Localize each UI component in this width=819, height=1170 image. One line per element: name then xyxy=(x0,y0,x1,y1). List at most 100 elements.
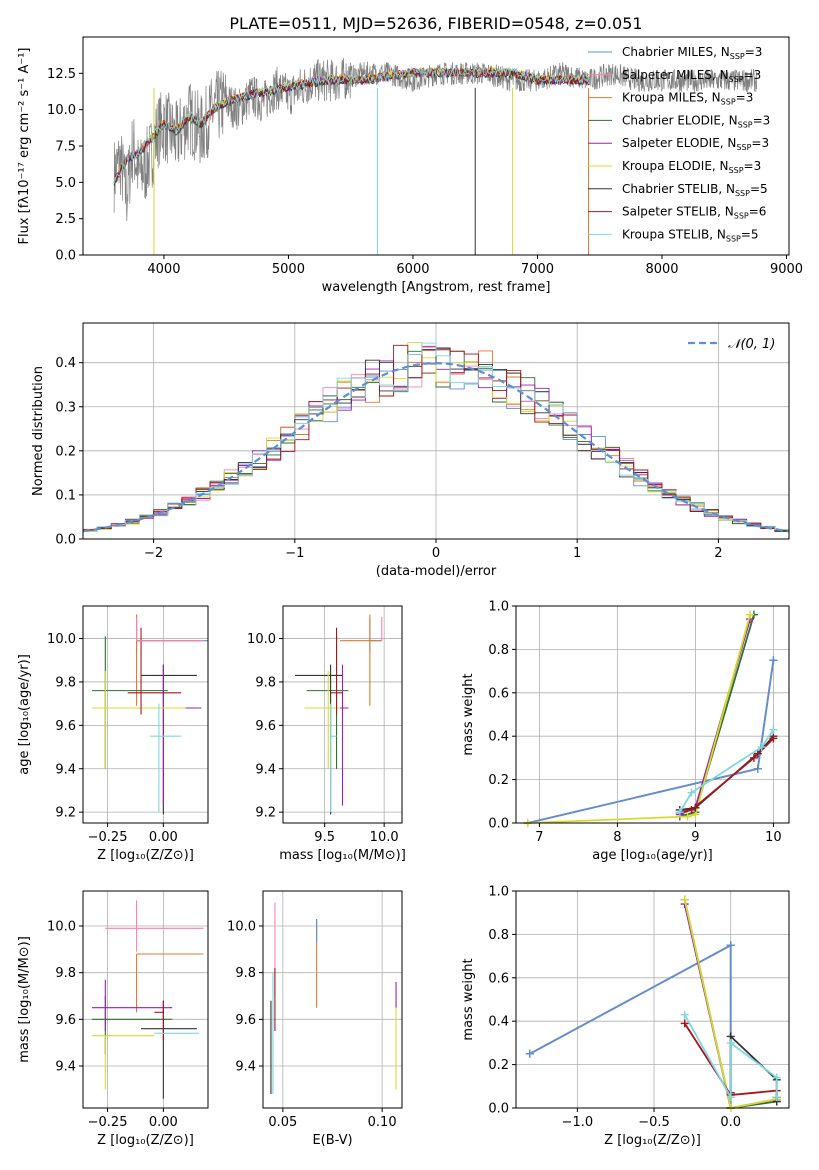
x-tick-label: 4000 xyxy=(147,262,180,277)
x-tick-label: 0.0 xyxy=(720,1115,741,1130)
mass-weight-marker xyxy=(769,656,778,665)
mass-vs-EBV-panel: 0.05 0.10 9.4 9.6 9.8 10.0 E(B-V) xyxy=(227,890,403,1148)
y-axis-label: age [log₁₀(age/yr)] xyxy=(17,654,32,775)
y-tick-label: 1.0 xyxy=(488,600,509,615)
x-tick-label: −0.25 xyxy=(88,1115,128,1130)
gaussian-curve xyxy=(82,361,790,533)
axes-frame xyxy=(82,36,790,256)
spectrum-data-line xyxy=(113,58,757,222)
mass-weight-line xyxy=(527,660,775,824)
mass-weight-vs-age-panel: 7 8 9 10 0.0 0.2 0.4 0.6 0.8 1.0 age [log₁₀(age/yr… xyxy=(461,600,790,863)
x-tick-label: 7000 xyxy=(521,262,554,277)
y-tick-label: 10.0 xyxy=(247,632,276,647)
age-vs-Z-panel: −0.25 0.00 9.2 9.4 9.6 9.8 10.0 Z [log₁₀(Z/Z⊙)]… xyxy=(17,605,209,863)
y-tick-label: 0.0 xyxy=(488,817,509,832)
mass-weight-marker xyxy=(683,812,692,821)
axes-frame xyxy=(82,322,790,540)
y-tick-label: 9.4 xyxy=(235,1060,256,1075)
x-axis-label: Z [log₁₀(Z/Z⊙)] xyxy=(97,1133,194,1148)
mass-weight-marker xyxy=(749,753,758,762)
y-tick-label: 0.1 xyxy=(55,488,76,503)
residual-histogram xyxy=(83,342,789,532)
y-tick-label: 0.0 xyxy=(55,533,76,548)
age-vs-mass-plot-area xyxy=(294,614,383,815)
y-tick-label: 9.2 xyxy=(255,806,276,821)
y-axis-label: mass [log₁₀(M/M⊙)] xyxy=(17,936,32,1063)
mass-weight-vs-Z-plot-area xyxy=(525,895,781,1112)
y-tick-label: 0.0 xyxy=(55,249,76,264)
x-axis-label: wavelength [Angstrom, rest frame] xyxy=(322,280,551,295)
x-tick-label: 0 xyxy=(432,546,440,561)
legend-label: Salpeter ELODIE, NSSP=3 xyxy=(622,136,769,152)
axes-frame xyxy=(262,890,403,1109)
y-axis-label: Normed distribution xyxy=(31,366,46,496)
mass-weight-marker xyxy=(726,941,735,950)
y-tick-label: 0.4 xyxy=(488,1015,509,1030)
x-tick-label: 2 xyxy=(714,546,722,561)
y-tick-label: 7.5 xyxy=(55,140,76,155)
residuals-panel: −2 −1 0 1 2 0.0 0.1 0.2 0.3 0.4 (data-model)/error… xyxy=(31,322,790,579)
mass-weight-marker xyxy=(726,1093,735,1102)
x-tick-label: 10.0 xyxy=(370,830,399,845)
residual-histogram xyxy=(83,342,789,532)
axes-frame xyxy=(282,605,403,824)
mass-weight-marker xyxy=(687,805,696,814)
legend-label: Chabrier STELIB, NSSP=5 xyxy=(622,182,768,198)
x-tick-label: −0.25 xyxy=(88,830,128,845)
y-tick-label: 0.0 xyxy=(488,1102,509,1117)
spectrum-plot-area: Chabrier MILES, NSSP=3 Salpeter MILES, NS… xyxy=(113,45,770,255)
x-tick-label: 10 xyxy=(765,830,782,845)
y-tick-label: 1.0 xyxy=(488,885,509,900)
mass-weight-marker xyxy=(525,1049,534,1058)
mass-weight-marker xyxy=(680,1019,689,1028)
y-axis-label: Flux [fλ10⁻¹⁷ erg cm⁻² s⁻¹ A⁻¹] xyxy=(17,48,32,245)
x-tick-label: 7 xyxy=(535,830,543,845)
mass-weight-line xyxy=(527,614,751,824)
y-tick-label: 0.3 xyxy=(55,400,76,415)
y-tick-label: 9.6 xyxy=(55,1013,76,1028)
legend-label: Chabrier MILES, NSSP=3 xyxy=(622,45,762,61)
x-tick-label: 0.00 xyxy=(149,830,178,845)
mass-weight-line xyxy=(527,660,775,824)
x-tick-label: 8 xyxy=(613,830,621,845)
y-tick-label: 0.4 xyxy=(55,356,76,371)
mass-vs-Z-plot-area xyxy=(91,900,204,1099)
x-tick-label: −2 xyxy=(144,546,163,561)
y-axis-label: mass weight xyxy=(461,673,476,755)
x-tick-label: 6000 xyxy=(396,262,429,277)
mass-weight-marker xyxy=(675,808,684,817)
x-tick-label: 0.00 xyxy=(149,1115,178,1130)
mass-weight-marker xyxy=(769,725,778,734)
y-tick-label: 9.4 xyxy=(255,762,276,777)
x-tick-label: 8000 xyxy=(645,262,678,277)
mass-weight-line xyxy=(679,737,775,813)
x-tick-label: 9 xyxy=(691,830,699,845)
y-tick-label: 9.6 xyxy=(235,1013,256,1028)
mass-weight-marker xyxy=(772,1093,781,1102)
x-tick-label: 0.05 xyxy=(268,1115,297,1130)
mass-weight-vs-Z-panel: −1.0 −0.5 0.0 0.0 0.2 0.4 0.6 0.8 1.0 Z [log₁₀(Z/… xyxy=(461,885,790,1148)
y-tick-label: 9.6 xyxy=(255,719,276,734)
y-tick-label: 0.6 xyxy=(488,686,509,701)
y-tick-label: 12.5 xyxy=(47,67,76,82)
x-tick-label: 9000 xyxy=(770,262,803,277)
legend-label: Kroupa MILES, NSSP=3 xyxy=(622,91,753,107)
spectrum-legend: Chabrier MILES, NSSP=3 Salpeter MILES, NS… xyxy=(588,45,770,243)
x-axis-label: Z [log₁₀(Z/Z⊙)] xyxy=(97,848,194,863)
x-axis-label: E(B-V) xyxy=(312,1133,352,1148)
y-tick-label: 5.0 xyxy=(55,176,76,191)
y-tick-label: 0.2 xyxy=(55,444,76,459)
legend-label: Chabrier ELODIE, NSSP=3 xyxy=(622,113,770,129)
y-tick-label: 9.8 xyxy=(55,675,76,690)
mass-weight-marker xyxy=(726,1038,735,1047)
y-tick-label: 9.8 xyxy=(255,675,276,690)
y-tick-label: 10.0 xyxy=(227,920,256,935)
y-tick-label: 9.6 xyxy=(55,719,76,734)
mass-weight-line xyxy=(679,729,775,813)
axes-frame xyxy=(515,605,790,824)
y-tick-label: 10.0 xyxy=(47,632,76,647)
axes-frame xyxy=(82,890,209,1109)
y-tick-label: 0.8 xyxy=(488,928,509,943)
x-tick-label: 5000 xyxy=(272,262,305,277)
